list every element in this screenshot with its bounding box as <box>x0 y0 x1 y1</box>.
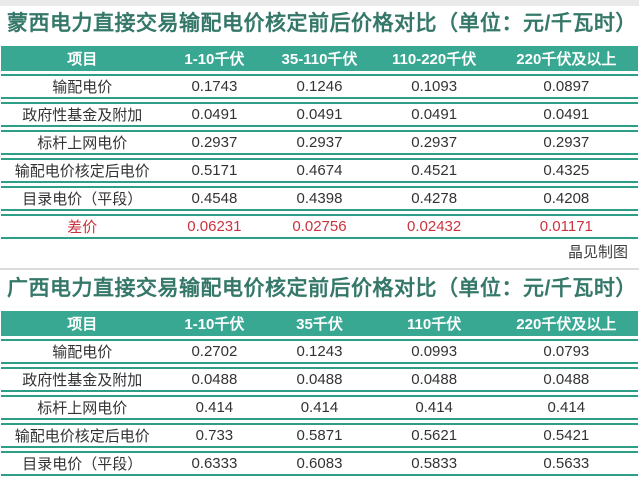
row-label: 输配电价 <box>1 339 164 364</box>
guangxi-table-title: 广西电力直接交易输配电价核定前后价格对比（单位：元/千瓦时） <box>7 277 637 300</box>
cell-value: 0.2937 <box>163 130 266 155</box>
cell-value: 0.01171 <box>494 214 638 239</box>
column-header-1-10kv: 1-10千伏 <box>163 46 266 71</box>
cell-value: 0.1093 <box>373 74 495 99</box>
cell-value: 0.0488 <box>163 367 266 392</box>
table-row: 输配电价核定后电价 0.733 0.5871 0.5621 0.5421 <box>1 423 638 448</box>
column-header-item: 项目 <box>1 311 164 336</box>
row-label: 目录电价（平段） <box>1 451 164 476</box>
row-label: 输配电价核定后电价 <box>1 423 164 448</box>
table-row: 政府性基金及附加 0.0488 0.0488 0.0488 0.0488 <box>1 367 638 392</box>
figure-divider <box>0 268 639 270</box>
cell-value: 0.414 <box>163 395 266 420</box>
row-label: 差价 <box>1 214 164 239</box>
mengxi-table-title: 蒙西电力直接交易输配电价核定前后价格对比（单位：元/千瓦时） <box>7 12 637 35</box>
cell-value: 0.4674 <box>265 158 374 183</box>
cell-value: 0.0488 <box>265 367 374 392</box>
row-label: 输配电价核定后电价 <box>1 158 164 183</box>
cell-value: 0.02432 <box>373 214 495 239</box>
row-label: 标杆上网电价 <box>1 395 164 420</box>
cell-value: 0.0993 <box>373 339 495 364</box>
table-row: 输配电价 0.1743 0.1246 0.1093 0.0897 <box>1 74 638 99</box>
cell-value: 0.4548 <box>163 186 266 211</box>
mengxi-table-section: 蒙西电力直接交易输配电价核定前后价格对比（单位：元/千瓦时） 项目 1-10千伏… <box>0 11 639 262</box>
cell-value: 0.2937 <box>494 130 638 155</box>
mengxi-price-table: 项目 1-10千伏 35-110千伏 110-220千伏 220千伏及以上 输配… <box>1 43 638 242</box>
cell-value: 0.4208 <box>494 186 638 211</box>
header-row: 项目 1-10千伏 35千伏 110千伏 220千伏及以上 <box>1 311 638 336</box>
credit-text: 晶见制图 <box>567 244 628 261</box>
cell-value: 0.4278 <box>373 186 495 211</box>
row-label: 标杆上网电价 <box>1 130 164 155</box>
cell-value: 0.414 <box>494 395 638 420</box>
cell-value: 0.0488 <box>373 367 495 392</box>
cell-value: 0.414 <box>373 395 495 420</box>
cell-value: 0.4398 <box>265 186 374 211</box>
cell-value: 0.6333 <box>163 451 266 476</box>
header-row: 项目 1-10千伏 35-110千伏 110-220千伏 220千伏及以上 <box>1 46 638 71</box>
row-label: 输配电价 <box>1 74 164 99</box>
cell-value: 0.5833 <box>373 451 495 476</box>
cell-value: 0.02756 <box>265 214 374 239</box>
cell-value: 0.2937 <box>373 130 495 155</box>
guangxi-price-table: 项目 1-10千伏 35千伏 110千伏 220千伏及以上 输配电价 0.2702… <box>1 308 638 479</box>
cell-value: 0.5871 <box>265 423 374 448</box>
column-header-35-110kv: 35-110千伏 <box>265 46 374 71</box>
cell-value: 0.4325 <box>494 158 638 183</box>
cell-value: 0.0897 <box>494 74 638 99</box>
cell-value: 0.1243 <box>265 339 374 364</box>
column-header-220kv-up: 220千伏及以上 <box>494 311 638 336</box>
cell-value: 0.5621 <box>373 423 495 448</box>
column-header-35kv: 35千伏 <box>265 311 374 336</box>
column-header-110kv: 110千伏 <box>373 311 495 336</box>
cell-value: 0.5421 <box>494 423 638 448</box>
table-row: 政府性基金及附加 0.0491 0.0491 0.0491 0.0491 <box>1 102 638 127</box>
row-label: 目录电价（平段） <box>1 186 164 211</box>
cell-value: 0.5171 <box>163 158 266 183</box>
column-header-item: 项目 <box>1 46 164 71</box>
column-header-220kv-up: 220千伏及以上 <box>494 46 638 71</box>
table-row: 输配电价核定后电价 0.5171 0.4674 0.4521 0.4325 <box>1 158 638 183</box>
cell-value: 0.733 <box>163 423 266 448</box>
table-row: 标杆上网电价 0.2937 0.2937 0.2937 0.2937 <box>1 130 638 155</box>
table-row: 目录电价（平段） 0.4548 0.4398 0.4278 0.4208 <box>1 186 638 211</box>
cell-value: 0.4521 <box>373 158 495 183</box>
cell-value: 0.6083 <box>265 451 374 476</box>
table-row: 输配电价 0.2702 0.1243 0.0993 0.0793 <box>1 339 638 364</box>
cell-value: 0.5633 <box>494 451 638 476</box>
column-header-1-10kv: 1-10千伏 <box>163 311 266 336</box>
table-row: 目录电价（平段） 0.6333 0.6083 0.5833 0.5633 <box>1 451 638 476</box>
cell-value: 0.0491 <box>163 102 266 127</box>
cell-value: 0.0491 <box>373 102 495 127</box>
cell-value: 0.0793 <box>494 339 638 364</box>
top-edge-strip <box>0 0 639 6</box>
cell-value: 0.0491 <box>494 102 638 127</box>
cell-value: 0.0491 <box>265 102 374 127</box>
cell-value: 0.0488 <box>494 367 638 392</box>
cell-value: 0.1246 <box>265 74 374 99</box>
row-label: 政府性基金及附加 <box>1 102 164 127</box>
table-row: 标杆上网电价 0.414 0.414 0.414 0.414 <box>1 395 638 420</box>
cell-value: 0.2937 <box>265 130 374 155</box>
column-header-110-220kv: 110-220千伏 <box>373 46 495 71</box>
cell-value: 0.2702 <box>163 339 266 364</box>
cell-value: 0.414 <box>265 395 374 420</box>
row-label: 政府性基金及附加 <box>1 367 164 392</box>
guangxi-table-section: 广西电力直接交易输配电价核定前后价格对比（单位：元/千瓦时） 项目 1-10千伏… <box>0 276 639 479</box>
cell-value: 0.06231 <box>163 214 266 239</box>
price-diff-row: 差价 0.06231 0.02756 0.02432 0.01171 <box>1 214 638 239</box>
cell-value: 0.1743 <box>163 74 266 99</box>
